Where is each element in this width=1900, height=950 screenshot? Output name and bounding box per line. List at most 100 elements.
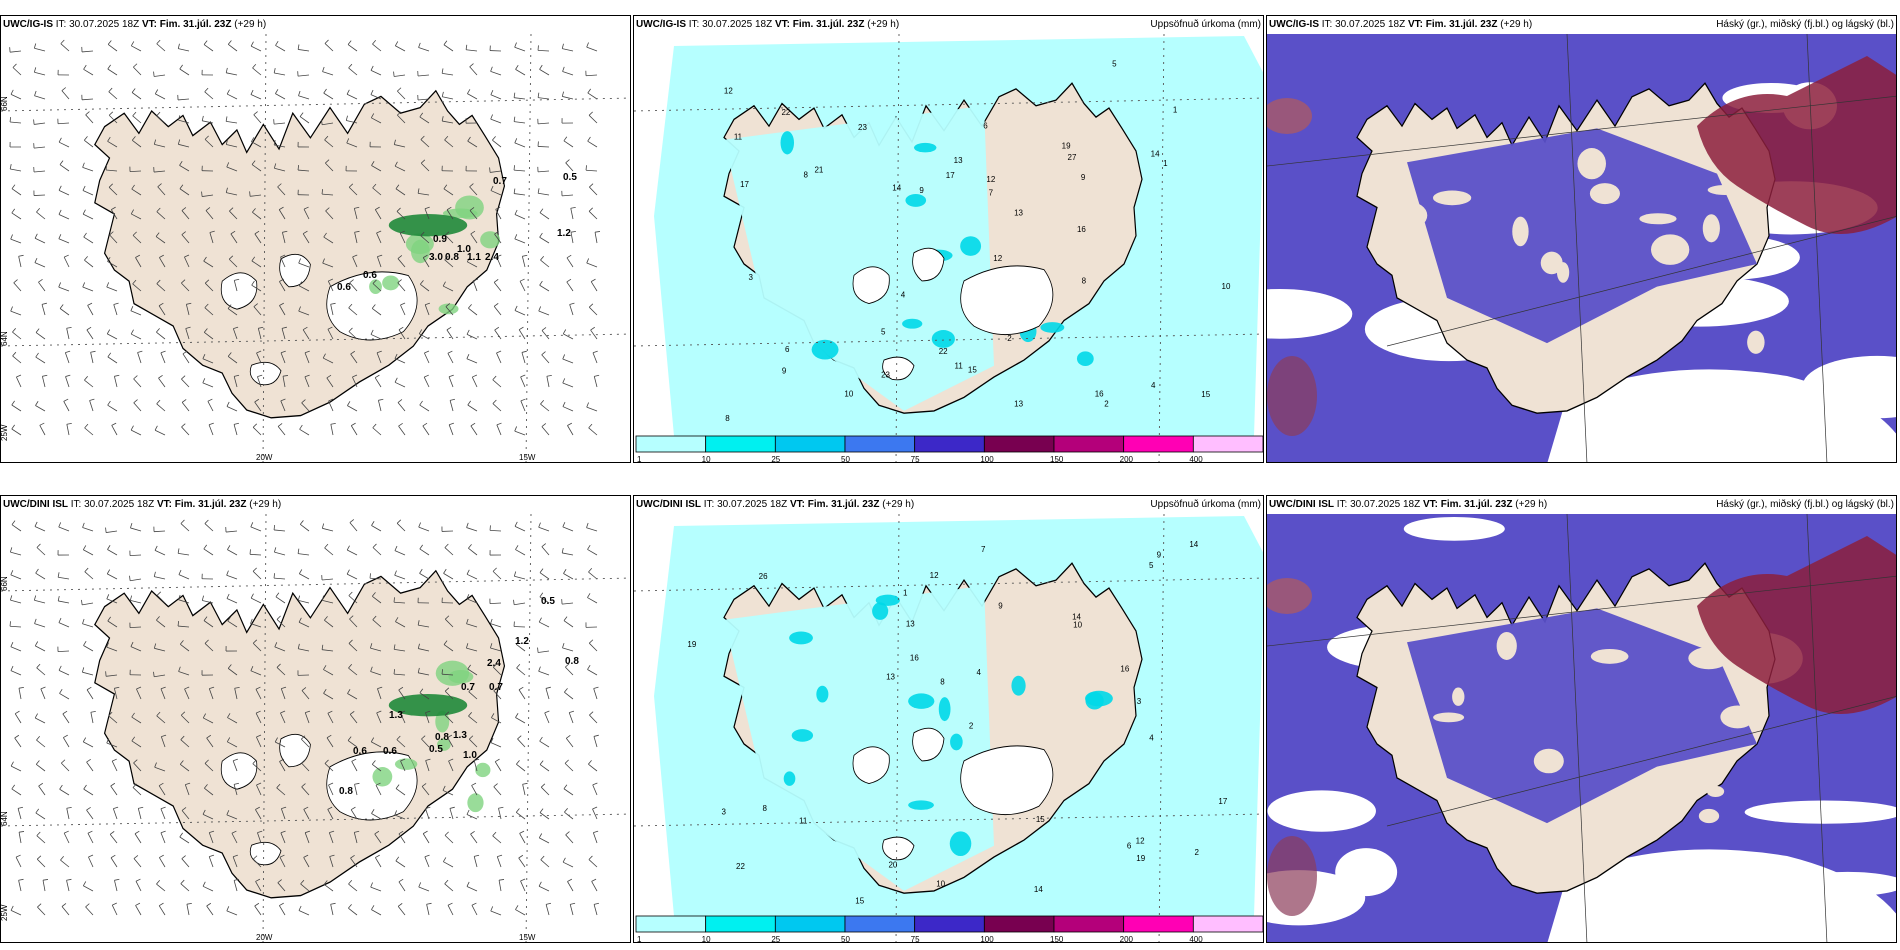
wind-value-label: 0.8 [565, 656, 579, 667]
precip-colorbar: 1 10 25 50 75 100 150 200 400 [635, 915, 1263, 943]
lead-time: (+29 h) [882, 499, 915, 510]
lon-label-25: 25W [1, 904, 9, 921]
init-time: IT: 30.07.2025 18Z [1321, 19, 1406, 30]
precip-value-label: 3 [1137, 697, 1142, 706]
colorbar-swatch [914, 435, 985, 453]
wind-value-label: 1.0 [463, 750, 477, 761]
wind-value-label: 0.6 [383, 746, 397, 757]
lon-label-20: 20W [256, 453, 273, 462]
model-name: UWC/IG-IS [1269, 19, 1319, 30]
precip-value-label: 9 [782, 366, 787, 375]
colorbar-tick-label: 75 [911, 455, 920, 463]
colorbar-swatch [844, 915, 916, 933]
wind-value-label: 3.0 [429, 252, 443, 263]
colorbar-swatch [983, 435, 1055, 453]
precip-value-label: 8 [762, 804, 767, 813]
colorbar-tick-label: 50 [841, 935, 850, 943]
precip-colorbar: 1 10 25 50 75 100 150 200 400 [635, 435, 1263, 463]
precip-value-label: 16 [1077, 225, 1086, 234]
precip-value-label: 17 [946, 171, 955, 180]
wind-value-label: 1.2 [515, 636, 529, 647]
precip-value-label: 17 [740, 180, 749, 189]
colorbar-swatch [1123, 915, 1194, 933]
lead-time: (+29 h) [1500, 19, 1533, 30]
map-panel-cloud: UWC/IG-IS IT: 30.07.2025 18Z VT: Fim. 31… [1266, 15, 1897, 463]
model-name: UWC/DINI ISL [3, 499, 68, 510]
valid-time: Fim. 31.júl. 23Z [807, 499, 880, 510]
precip-value-label: 1 [1163, 159, 1168, 168]
colorbar-swatch [1053, 435, 1125, 453]
model-name: UWC/DINI ISL [1269, 499, 1334, 510]
precip-value-label: 13 [906, 619, 915, 628]
colorbar-tick-label: 150 [1050, 935, 1064, 943]
precip-value-label: 9 [1081, 173, 1086, 182]
lead-time: (+29 h) [249, 499, 282, 510]
valid-time-label: VT: [141, 19, 157, 30]
wind-value-label: 1.3 [389, 710, 403, 721]
lon-label-15: 15W [519, 933, 536, 942]
precip-value-label: 16 [1095, 389, 1104, 398]
precip-value-label: 1 [903, 588, 908, 597]
field-title: Háský (gr.), miðský (fj.bl.) og lágský (… [1716, 19, 1894, 30]
precip-value-label: 9 [1157, 551, 1162, 560]
precip-value-label: 19 [1136, 854, 1145, 863]
precip-value-label: 8 [1082, 276, 1087, 285]
colorbar-tick-label: 25 [771, 935, 780, 943]
colorbar-tick-label: 10 [702, 455, 711, 463]
precip-value-label: 2 [969, 722, 974, 731]
precip-value-label: 2 [1104, 400, 1109, 409]
precip-value-label: 14 [1034, 885, 1043, 894]
precip-labels: 1236981315171620141222151426101019141921… [687, 540, 1227, 905]
precip-value-label: 14 [892, 184, 901, 193]
map-panel-cloud: UWC/DINI ISL IT: 30.07.2025 18Z VT: Fim.… [1266, 495, 1897, 943]
precip-value-label: 15 [968, 365, 977, 374]
lon-label-25: 25W [1, 424, 9, 441]
precip-value-label: 6 [1127, 842, 1132, 851]
map-panel-precip: 12 3 6 9 8 13 15 17 16 20 14 12 22 15 14 26 10 10 19 14 19 2 1… [633, 495, 1264, 943]
precip-value-label: 16 [1120, 665, 1129, 674]
precip-value-label: 22 [736, 862, 745, 871]
precip-value-label: 13 [886, 673, 895, 682]
lat-label-66: 66N [1, 96, 9, 111]
model-name: UWC/IG-IS [3, 19, 53, 30]
panel-header: UWC/DINI ISL IT: 30.07.2025 18Z VT: Fim.… [1, 496, 630, 514]
precip-value-label: 22 [781, 108, 790, 117]
glacier [852, 266, 890, 305]
lat-label-64: 64N [1, 811, 9, 826]
precip-value-label: 15 [1201, 390, 1210, 399]
colorbar-swatch [983, 915, 1055, 933]
wind-map: 66N 64N 25W 20W 15W 0.5 1.2 2.4 0.8 0.7 0.7 1.3 0.8 1… [1, 513, 630, 942]
model-name: UWC/DINI ISL [636, 499, 701, 510]
model-name: UWC/IG-IS [636, 19, 686, 30]
wind-value-label: 0.5 [563, 172, 577, 183]
colorbar-tick-label: 200 [1120, 935, 1134, 943]
valid-time: Fim. 31.júl. 23Z [1440, 499, 1513, 510]
precip-value-label: 4 [1149, 733, 1154, 742]
precip-value-label: 5 [1112, 60, 1117, 69]
colorbar-tick-label: 200 [1120, 455, 1134, 463]
precip-value-label: 10 [1073, 620, 1082, 629]
init-time: IT: 30.07.2025 18Z [70, 499, 155, 510]
precip-value-label: 10 [844, 390, 853, 399]
precip-value-label: 13 [954, 156, 963, 165]
colorbar-tick-label: 100 [980, 935, 994, 943]
glacier [220, 752, 258, 790]
precip-map: 1244681213119172285232316141315101511171… [634, 33, 1263, 463]
lat-label-66: 66N [1, 576, 9, 591]
wind-value-label: 0.7 [461, 682, 475, 693]
map-panel-precip: 1 2 4 4 6 8 12 13 11 9 17 22 8 5 23 23 16 14 13 15 10 15 11 17 1… [633, 15, 1264, 463]
colorbar-tick-label: 400 [1189, 935, 1203, 943]
precip-value-label: 11 [954, 362, 963, 371]
precip-value-label: 12 [986, 175, 995, 184]
wind-value-label: 0.8 [339, 786, 353, 797]
field-title: Uppsöfnuð úrkoma (mm) [1150, 19, 1261, 30]
precip-value-label: 8 [940, 678, 945, 687]
colorbar-swatch [1123, 435, 1194, 453]
precip-value-label: 2 [1194, 848, 1199, 857]
valid-time-label: VT: [789, 499, 805, 510]
precip-value-label: 3 [722, 807, 727, 816]
precip-value-label: 19 [687, 640, 696, 649]
glacier [960, 745, 1054, 815]
glacier [912, 247, 945, 282]
cloud-map [1267, 33, 1896, 462]
